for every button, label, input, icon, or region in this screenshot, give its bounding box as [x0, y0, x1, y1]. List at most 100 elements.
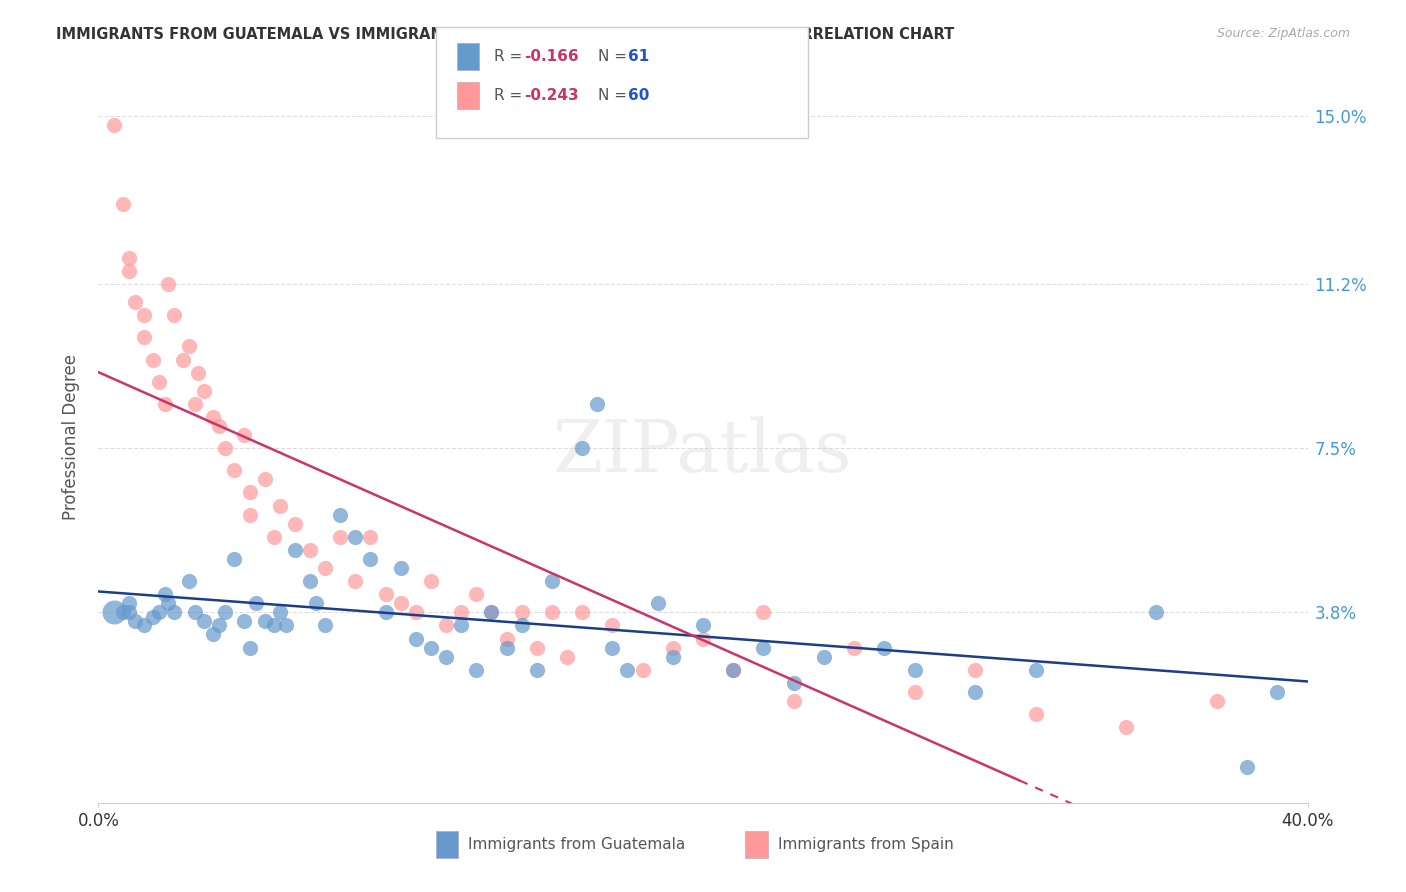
Point: [132, 618, 155, 632]
Point: [132, 330, 155, 344]
Point: [153, 587, 176, 601]
Text: R =: R =: [494, 88, 527, 103]
Point: [1144, 605, 1167, 619]
Point: [124, 294, 146, 309]
Point: [510, 618, 533, 632]
Point: [405, 632, 427, 646]
Point: [344, 530, 367, 544]
Point: [904, 685, 927, 699]
Point: [904, 663, 927, 677]
Point: [1236, 760, 1258, 774]
Point: [1024, 663, 1046, 677]
Point: [571, 441, 593, 455]
Point: [142, 352, 165, 367]
Text: 60: 60: [628, 88, 650, 103]
Point: [253, 472, 276, 486]
Point: [495, 632, 517, 646]
Point: [450, 618, 472, 632]
Point: [314, 618, 336, 632]
Point: [540, 605, 562, 619]
Point: [184, 605, 207, 619]
Point: [495, 640, 517, 655]
Point: [540, 574, 562, 589]
Point: [118, 264, 141, 278]
Point: [586, 397, 609, 411]
Point: [616, 663, 638, 677]
Point: [389, 561, 412, 575]
Point: [873, 640, 896, 655]
Point: [510, 605, 533, 619]
Point: [232, 428, 254, 442]
Point: [224, 552, 246, 566]
Point: [253, 614, 276, 628]
Point: [187, 366, 209, 380]
Point: [284, 543, 307, 558]
Point: [156, 277, 179, 292]
Point: [142, 609, 165, 624]
Text: N =: N =: [598, 88, 631, 103]
Point: [148, 375, 170, 389]
Point: [124, 614, 146, 628]
Point: [245, 596, 267, 610]
Point: [263, 530, 285, 544]
Point: [420, 574, 443, 589]
Point: [374, 587, 396, 601]
Text: -0.243: -0.243: [524, 88, 579, 103]
Point: [450, 605, 472, 619]
Text: IMMIGRANTS FROM GUATEMALA VS IMMIGRANTS FROM SPAIN PROFESSIONAL DEGREE CORRELATI: IMMIGRANTS FROM GUATEMALA VS IMMIGRANTS …: [56, 27, 955, 42]
Point: [153, 397, 176, 411]
Point: [239, 640, 262, 655]
Point: [783, 694, 806, 708]
Point: [118, 605, 141, 619]
Point: [555, 649, 578, 664]
Text: Source: ZipAtlas.com: Source: ZipAtlas.com: [1216, 27, 1350, 40]
Point: [103, 118, 125, 132]
Point: [284, 516, 307, 531]
Point: [571, 605, 593, 619]
Point: [405, 605, 427, 619]
Point: [481, 605, 503, 619]
Point: [434, 649, 457, 664]
Point: [111, 197, 134, 211]
Point: [111, 605, 134, 619]
Point: [193, 614, 215, 628]
Point: [344, 574, 367, 589]
Point: [647, 596, 669, 610]
Text: N =: N =: [598, 49, 631, 63]
Point: [179, 574, 201, 589]
Point: [661, 640, 683, 655]
Point: [132, 308, 155, 322]
Point: [208, 618, 231, 632]
Text: Immigrants from Guatemala: Immigrants from Guatemala: [468, 838, 686, 852]
Point: [202, 627, 225, 641]
Point: [1267, 685, 1289, 699]
Point: [434, 618, 457, 632]
Point: [263, 618, 285, 632]
Point: [526, 640, 548, 655]
Point: [1024, 707, 1046, 722]
Point: [481, 605, 503, 619]
Point: [239, 485, 262, 500]
Point: [269, 499, 291, 513]
Point: [844, 640, 866, 655]
Point: [299, 574, 322, 589]
Point: [274, 618, 297, 632]
Point: [118, 251, 141, 265]
Point: [420, 640, 443, 655]
Point: [269, 605, 291, 619]
Y-axis label: Professional Degree: Professional Degree: [62, 354, 80, 520]
Point: [360, 552, 382, 566]
Text: Immigrants from Spain: Immigrants from Spain: [778, 838, 953, 852]
Point: [965, 663, 987, 677]
Point: [179, 339, 201, 353]
Point: [1115, 721, 1137, 735]
Point: [184, 397, 207, 411]
Point: [526, 663, 548, 677]
Point: [783, 676, 806, 690]
Point: [172, 352, 194, 367]
Point: [118, 596, 141, 610]
Point: [465, 587, 488, 601]
Point: [239, 508, 262, 522]
Text: ZIPatlas: ZIPatlas: [553, 417, 853, 487]
Point: [232, 614, 254, 628]
